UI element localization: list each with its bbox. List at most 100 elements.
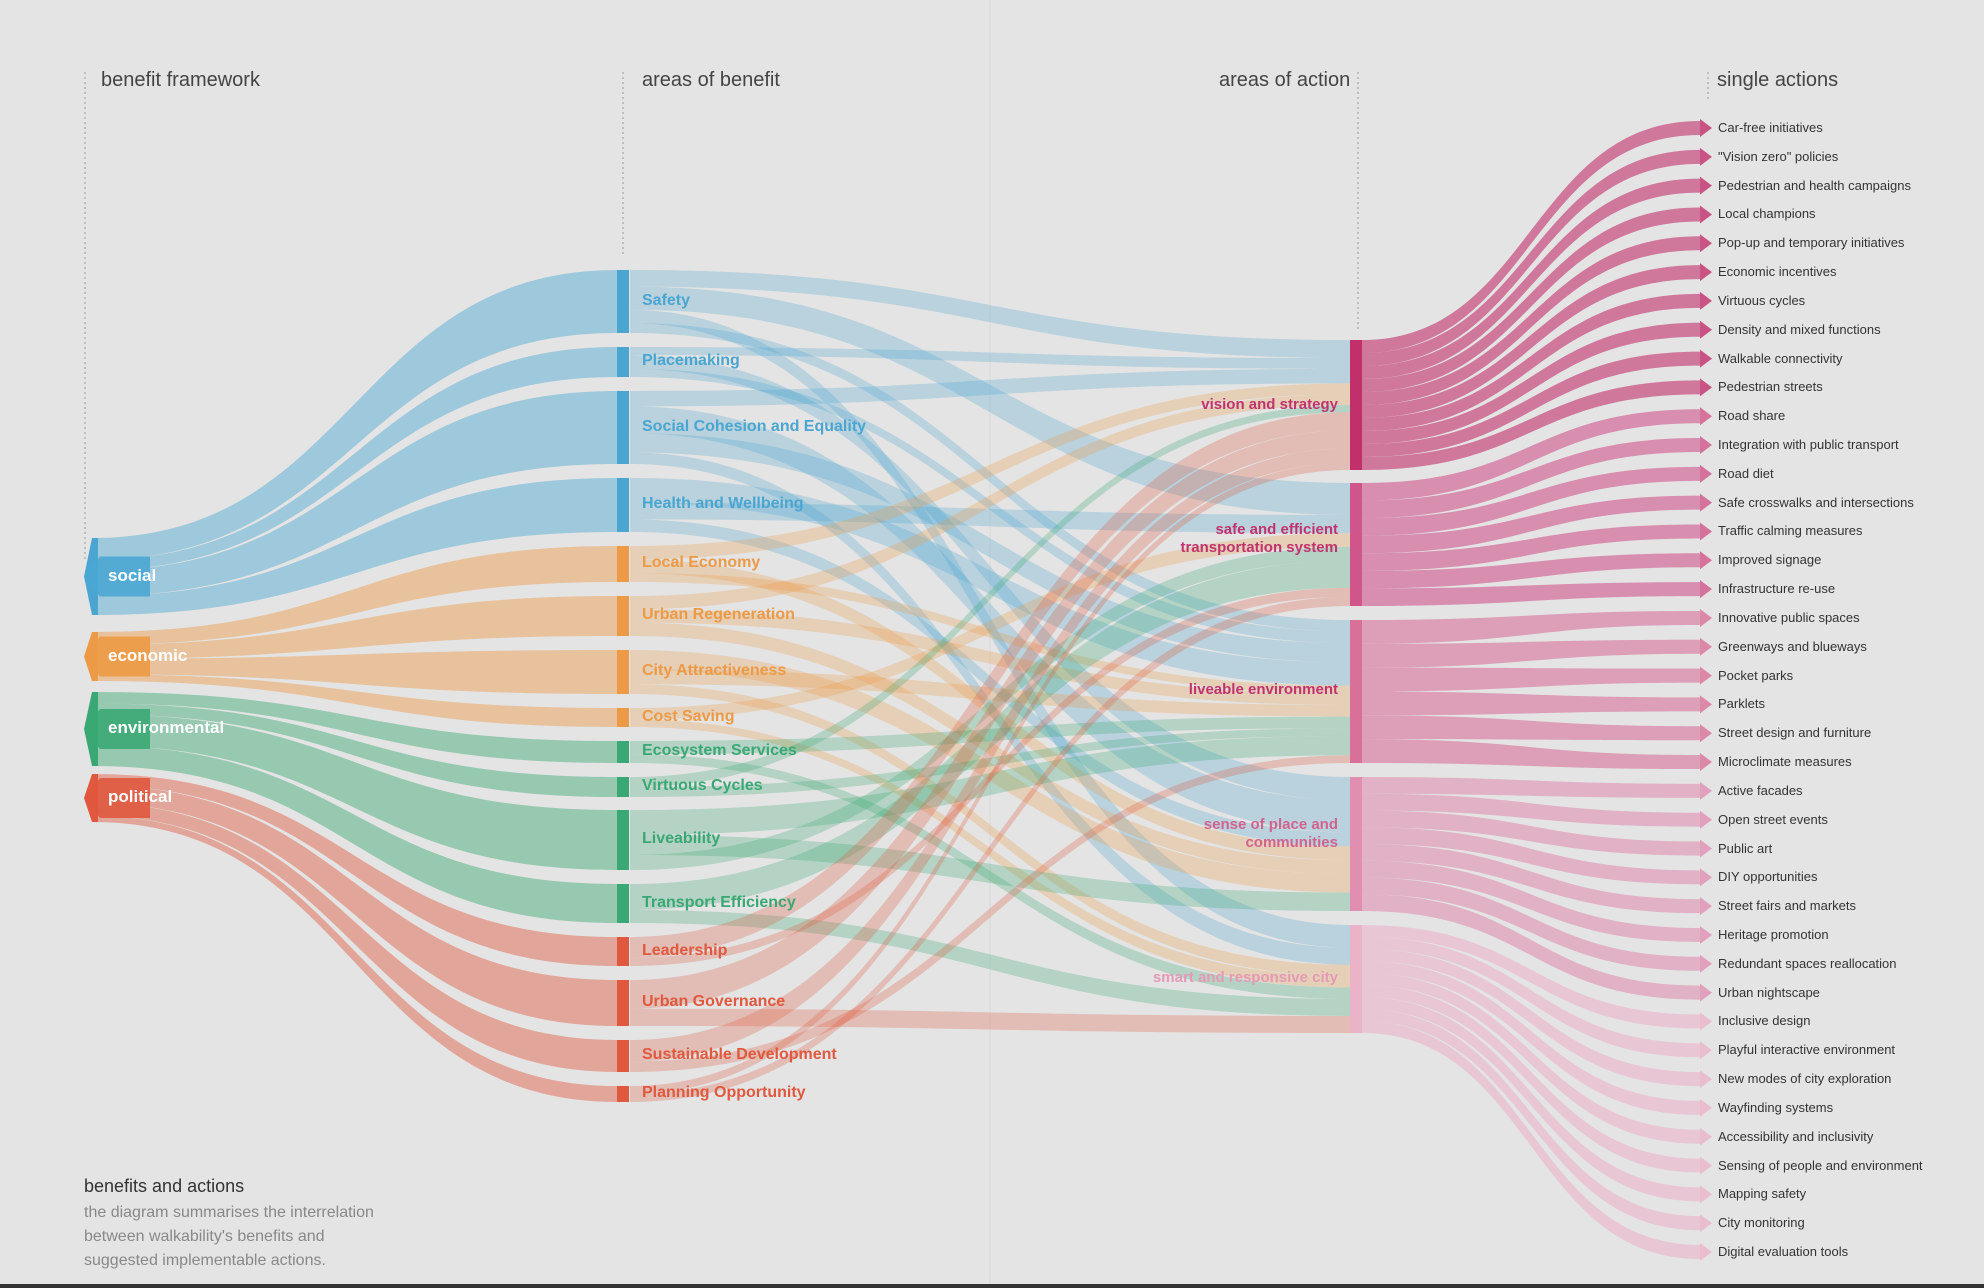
flow-area-to-action	[630, 448, 1350, 1062]
category-label-social: social	[108, 566, 157, 585]
single-action-label: Road diet	[1718, 465, 1774, 481]
area-of-benefit-label: Safety	[642, 291, 691, 309]
flow-category-to-area	[92, 391, 617, 597]
flow-action-to-single	[1362, 207, 1700, 392]
single-action-label: Local champions	[1718, 206, 1816, 222]
flow-action-to-single	[1362, 844, 1700, 914]
single-action-arrow	[1700, 983, 1712, 1002]
single-action-arrow	[1700, 695, 1712, 714]
category-arrow	[84, 709, 150, 749]
single-action-label: Infrastructure re-use	[1718, 581, 1836, 597]
flow-area-to-action	[630, 368, 1350, 644]
single-action-label: Active facades	[1718, 782, 1803, 798]
single-action-label: Pop-up and temporary initiatives	[1718, 235, 1905, 251]
single-action-label: Public art	[1718, 840, 1773, 856]
flow-area-to-action	[630, 910, 1350, 1016]
flow-area-to-action	[630, 835, 1350, 911]
single-action-label: Mapping safety	[1718, 1186, 1807, 1202]
category-arrow	[84, 636, 150, 677]
action-bar	[1350, 483, 1362, 606]
flow-action-to-single	[1362, 777, 1700, 798]
flow-area-to-action	[630, 719, 1350, 988]
single-action-label: Road share	[1718, 408, 1786, 424]
single-action-label: Pocket parks	[1718, 667, 1794, 683]
flow-category-to-area	[92, 714, 617, 870]
single-action-arrow	[1700, 1214, 1712, 1233]
area-of-action-label: sense of place and communities	[1203, 816, 1338, 851]
flow-category-to-area	[92, 478, 617, 615]
flow-action-to-single	[1362, 793, 1700, 827]
flow-action-to-single	[1362, 691, 1700, 716]
flow-area-to-action	[630, 650, 1350, 893]
flow-action-to-single	[1362, 937, 1700, 1058]
single-action-arrow	[1700, 781, 1712, 800]
flow-area-to-action	[630, 368, 1350, 407]
area-of-action-label: safe and efficient transportation system	[1180, 521, 1338, 556]
flow-area-to-action	[630, 394, 1350, 610]
flow-action-to-single	[1362, 121, 1700, 353]
flow-area-to-action	[630, 609, 1350, 706]
area-bar	[617, 650, 629, 694]
area-bar	[617, 546, 629, 582]
flow-area-to-action	[630, 754, 1350, 999]
area-bar	[617, 391, 629, 464]
single-action-arrow	[1700, 1012, 1712, 1031]
flow-area-to-action	[630, 573, 1350, 694]
single-action-label: Traffic calming measures	[1718, 523, 1863, 539]
single-action-arrow	[1700, 897, 1712, 916]
single-action-arrow	[1700, 637, 1712, 656]
header-areas-of-action: areas of action	[1219, 69, 1351, 91]
single-action-label: Economic incentives	[1718, 264, 1837, 280]
area-of-benefit-label: Leadership	[642, 941, 728, 959]
area-bar	[617, 810, 629, 870]
area-bar	[617, 1040, 629, 1072]
single-action-label: Pedestrian streets	[1718, 379, 1823, 395]
flow-area-to-action	[630, 405, 1350, 787]
single-action-label: Wayfinding systems	[1718, 1099, 1834, 1115]
single-action-arrow	[1700, 1243, 1712, 1261]
single-action-label: Car-free initiatives	[1718, 120, 1823, 135]
flow-area-to-action	[630, 716, 1350, 755]
flow-area-to-action	[630, 622, 1350, 875]
caption-line: the diagram summarises the interrelation	[84, 1204, 374, 1221]
flow-action-to-single	[1362, 322, 1700, 444]
area-of-benefit-label: Social Cohesion and Equality	[642, 417, 867, 435]
caption-line: between walkability's benefits and	[84, 1228, 325, 1245]
single-action-arrow	[1700, 320, 1712, 339]
flow-action-to-single	[1362, 351, 1700, 457]
single-action-arrow	[1700, 349, 1712, 368]
area-of-benefit-label: Ecosystem Services	[642, 742, 797, 759]
area-bar	[617, 884, 629, 923]
area-of-action-label: vision and strategy	[1201, 396, 1338, 413]
area-of-benefit-label: Urban Regeneration	[642, 606, 795, 623]
area-bar	[617, 478, 629, 532]
category-arrow	[84, 556, 150, 597]
single-action-arrow	[1700, 176, 1712, 195]
category-label-economic: economic	[108, 646, 188, 665]
header-single-actions: single actions	[1717, 69, 1839, 91]
flow-action-to-single	[1362, 438, 1700, 519]
flow-action-to-single	[1362, 149, 1700, 366]
single-action-arrow	[1700, 1185, 1712, 1204]
flow-action-to-single	[1362, 1009, 1700, 1231]
single-action-arrow	[1700, 291, 1712, 310]
flow-action-to-single	[1362, 293, 1700, 431]
action-bar	[1350, 620, 1362, 763]
single-action-label: Density and mixed functions	[1718, 321, 1881, 337]
area-of-action-label: liveable environment	[1188, 681, 1338, 698]
single-action-arrow	[1700, 493, 1712, 512]
area-bar	[617, 1086, 629, 1102]
single-action-label: Parklets	[1718, 696, 1765, 712]
caption: benefits and actions the diagram summari…	[84, 1176, 444, 1273]
flow-area-to-action	[630, 669, 1350, 717]
single-action-label: Heritage promotion	[1718, 926, 1829, 942]
area-of-benefit-label: Placemaking	[642, 352, 740, 369]
flow-area-to-action	[630, 412, 1350, 958]
single-action-arrow	[1700, 1041, 1712, 1060]
flow-area-to-action	[630, 462, 1350, 1094]
area-of-benefit-label: Liveability	[642, 830, 721, 847]
single-action-arrow	[1700, 580, 1712, 599]
flow-action-to-single	[1362, 985, 1700, 1173]
